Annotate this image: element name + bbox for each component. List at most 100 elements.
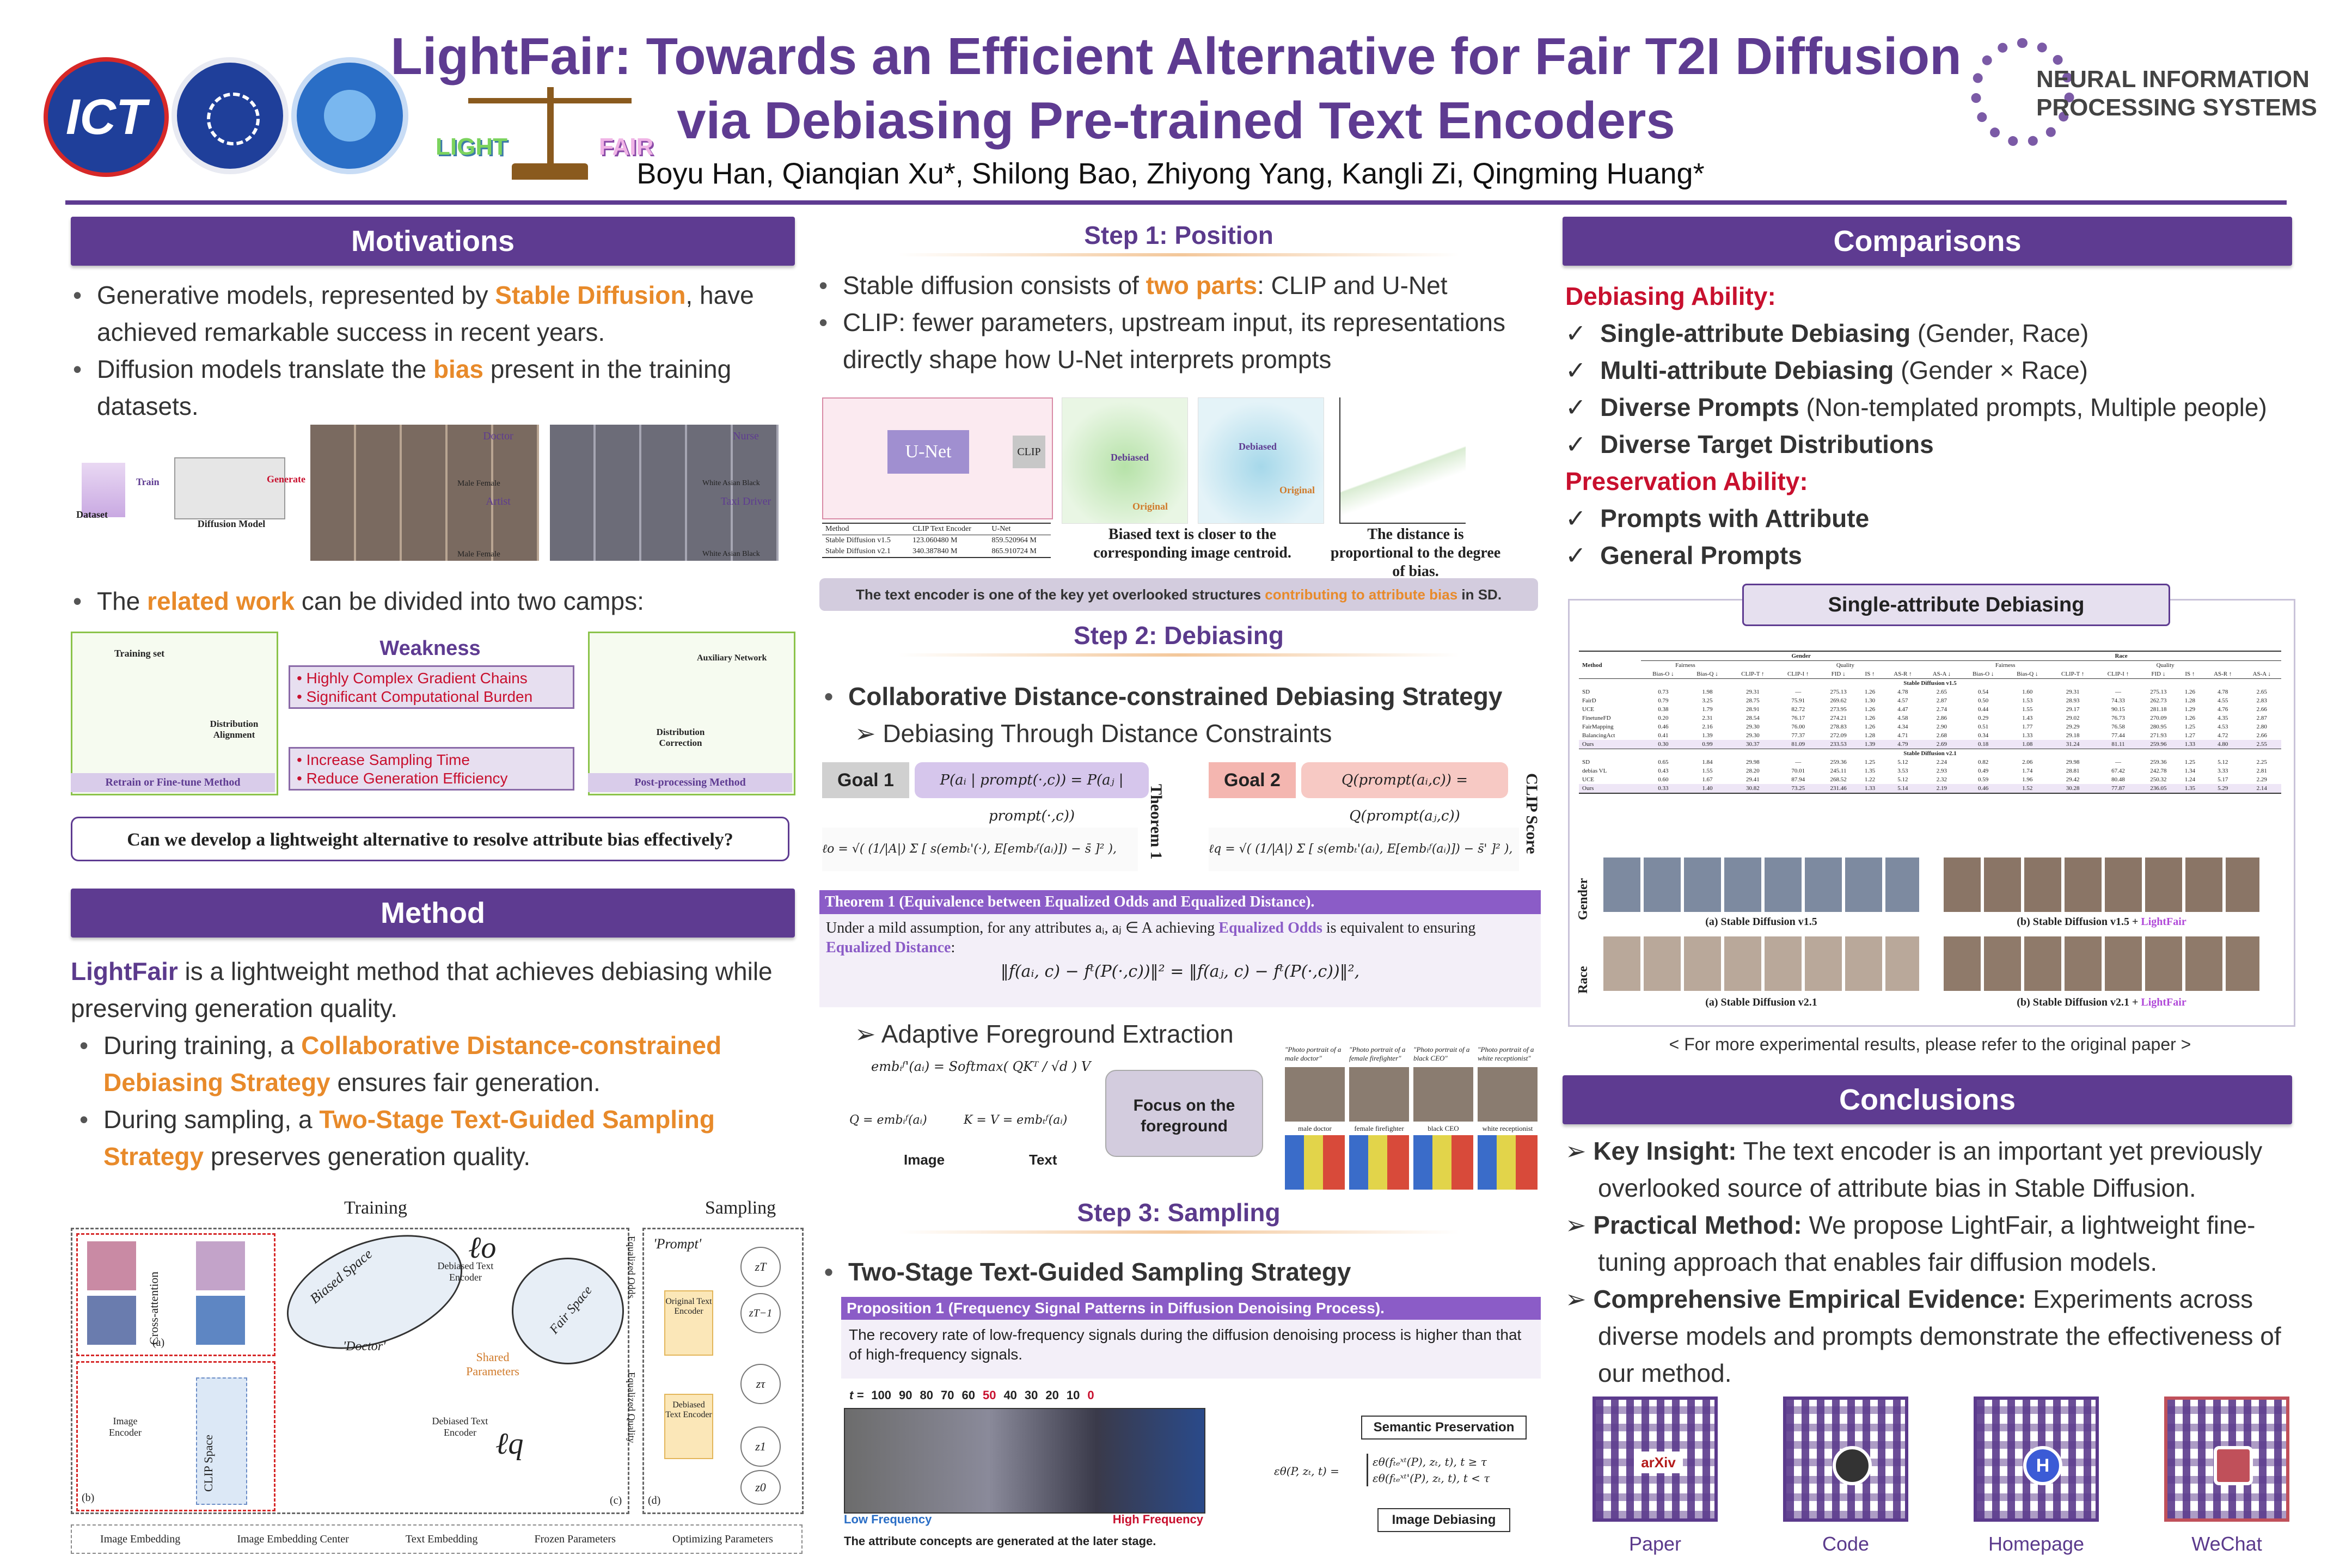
lo-equation: ℓo = √( (1/|A|) Σ [ s(embₜ'(·), E[embᵢᶠ(… <box>822 828 1138 871</box>
comparisons-heading: Comparisons <box>1563 217 2292 266</box>
sampling-equation: Semantic Preservation εθ(P, zₜ, t) = εθ(… <box>1274 1416 1546 1541</box>
table-cell: — <box>1795 689 1802 695</box>
table-cell: 31.24 <box>2066 741 2080 748</box>
table-cell: 2.16 <box>1702 724 1713 730</box>
table-cell: 0.60 <box>1658 776 1669 783</box>
table-cell: 0.82 <box>1978 759 1989 765</box>
table-cell: 1.26 <box>2184 689 2195 695</box>
table-cell: 76.17 <box>1791 715 1805 721</box>
table-col-header: FID ↓ <box>2151 671 2166 677</box>
table-col-header: Bias-Q ↓ <box>1696 671 1718 677</box>
table-cell: 4.35 <box>2218 715 2228 721</box>
table-row: FairMapping 0.46 2.16 29.30 76.00 278.83 1.26 4… <box>1579 722 2281 731</box>
table-cell: 29.41 <box>1745 776 1760 783</box>
table-cell: 1.29 <box>2184 706 2195 713</box>
table-cell: 2.55 <box>2256 741 2267 748</box>
table-cell: 2.81 <box>2256 768 2267 774</box>
table-cell: 2.66 <box>2256 732 2267 739</box>
table-cell: 245.11 <box>1830 768 1847 774</box>
table-cell: 2.32 <box>1936 776 1947 783</box>
theorem-box: Theorem 1 (Equivalence between Equalized… <box>819 890 1541 1007</box>
table-cell: 0.59 <box>1978 776 1989 783</box>
table-cell: 5.12 <box>2218 759 2228 765</box>
table-cell: 1.60 <box>2022 689 2033 695</box>
table-col-header: Bias-O ↓ <box>1652 671 1674 677</box>
table-cell: 29.42 <box>2066 776 2080 783</box>
frequency-figure: t = 100 90 80 70 60 50 40 30 20 10 0 Low Freq… <box>844 1388 1205 1552</box>
qr-label-paper: Paper <box>1628 1533 1682 1555</box>
qr-code[interactable] <box>1783 1396 1908 1522</box>
arxiv-icon: arXiv <box>1634 1451 1683 1473</box>
table-cell: 1.55 <box>1702 768 1713 774</box>
table-cell: 1.26 <box>1864 724 1876 730</box>
table-cell: 2.74 <box>1936 706 1947 713</box>
table-cell: 76.73 <box>2111 715 2125 721</box>
qr-wechat[interactable] <box>2164 1396 2289 1522</box>
table-cell: UCE <box>1582 706 1594 713</box>
table-row: FinetuneFD 0.20 2.31 28.54 76.17 274.21 1.26 4.… <box>1579 714 2281 722</box>
table-row: UCE 0.60 1.67 29.41 87.94 268.52 1.22 5.12 2.32 0… <box>1579 775 2281 784</box>
comparisons-list: Debiasing Ability: ✓ Single-attribute De… <box>1565 282 2267 569</box>
table-cell: 2.65 <box>1936 689 1947 695</box>
table-cell: 280.95 <box>2150 724 2167 730</box>
table-col-header: CLIP-I ↑ <box>1787 671 1809 677</box>
table-cell: 1.98 <box>1702 689 1713 695</box>
table-cell: 4.47 <box>1897 706 1908 713</box>
clip-score-side-label: CLIP Score <box>1523 773 1541 854</box>
table-cell: 28.81 <box>2066 768 2080 774</box>
table-cell: Ours <box>1582 785 1594 792</box>
table-col-header: IS ↑ <box>2185 671 2195 677</box>
race-side-label: Race <box>1576 966 1590 994</box>
table-cell: 262.73 <box>2150 697 2167 704</box>
lq-equation: ℓq = √( (1/|A|) Σ [ s(embₜ'(aᵢ), E[embᵢᶠ… <box>1209 828 1519 871</box>
table-cell: 1.39 <box>1702 732 1713 739</box>
table-cell: 0.34 <box>1978 732 1989 739</box>
table-cell: — <box>2115 689 2121 695</box>
table-cell: 1.26 <box>2184 715 2195 721</box>
table-cell: 4.71 <box>1897 732 1908 739</box>
table-cell: 0.38 <box>1658 706 1669 713</box>
race-images-sd21 <box>1603 936 1919 991</box>
step1-note: The text encoder is one of the key yet o… <box>819 578 1538 611</box>
table-cell: 28.20 <box>1745 768 1760 774</box>
table-cell: 4.78 <box>2218 689 2228 695</box>
table-cell: 77.87 <box>2111 785 2125 792</box>
table-cell: 233.53 <box>1830 741 1847 748</box>
qr-paper[interactable]: arXiv <box>1592 1396 1718 1522</box>
table-cell: 0.73 <box>1658 689 1669 695</box>
table-cell: 0.50 <box>1978 697 1989 704</box>
related-work-diagram: Training set Distribution Alignment Retr… <box>71 632 795 795</box>
table-cell: Ours <box>1582 741 1594 748</box>
table-cell: 0.20 <box>1658 715 1669 721</box>
github-icon <box>1833 1446 1872 1485</box>
step2-underline <box>898 653 1459 657</box>
gender-images-sd15 <box>1603 857 1919 912</box>
table-cell: 1.52 <box>2022 785 2033 792</box>
more-results-note: < For more experimental results, please … <box>1669 1034 2191 1054</box>
table-cell: 1.26 <box>1864 689 1876 695</box>
table-row: SD 0.73 1.98 29.31 — 275.13 1.26 4.78 2.65 0.54 1.… <box>1579 688 2281 696</box>
table-section-title: Stable Diffusion v2.1 <box>1579 749 2281 758</box>
step2-heading: Step 2: Debiasing <box>1074 621 1284 650</box>
table-cell: 259.36 <box>2150 759 2167 765</box>
table-cell: 4.78 <box>1897 689 1908 695</box>
goal1-label: Goal 1 <box>822 762 909 798</box>
table-cell: 3.25 <box>1702 697 1713 704</box>
table-cell: 271.93 <box>2150 732 2167 739</box>
caption-b15: (b) Stable Diffusion v1.5 + LightFair <box>2017 916 2186 928</box>
table-cell: debias VL <box>1582 768 1607 774</box>
table-cell: 1.53 <box>2022 697 2033 704</box>
table-cell: 90.15 <box>2111 706 2125 713</box>
table-cell: 0.41 <box>1658 732 1669 739</box>
table-cell: 2.65 <box>2256 689 2267 695</box>
table-row: SD 0.65 1.84 29.98 — 259.36 1.25 5.12 2.24 0.82 2.… <box>1579 758 2281 767</box>
table-cell: 2.93 <box>1936 768 1947 774</box>
table-section-title: Stable Diffusion v1.5 <box>1579 678 2281 688</box>
table-cell: 268.52 <box>1830 776 1847 783</box>
table-cell: 2.90 <box>1936 724 1947 730</box>
qr-homepage[interactable]: H <box>1974 1396 2099 1522</box>
neurips-logo: NEURAL INFORMATION PROCESSING SYSTEMS <box>1971 38 2317 158</box>
qr-label-homepage: Homepage <box>1988 1533 2085 1555</box>
table-cell: 2.24 <box>1936 759 1947 765</box>
table-col-header: FID ↓ <box>1831 671 1846 677</box>
